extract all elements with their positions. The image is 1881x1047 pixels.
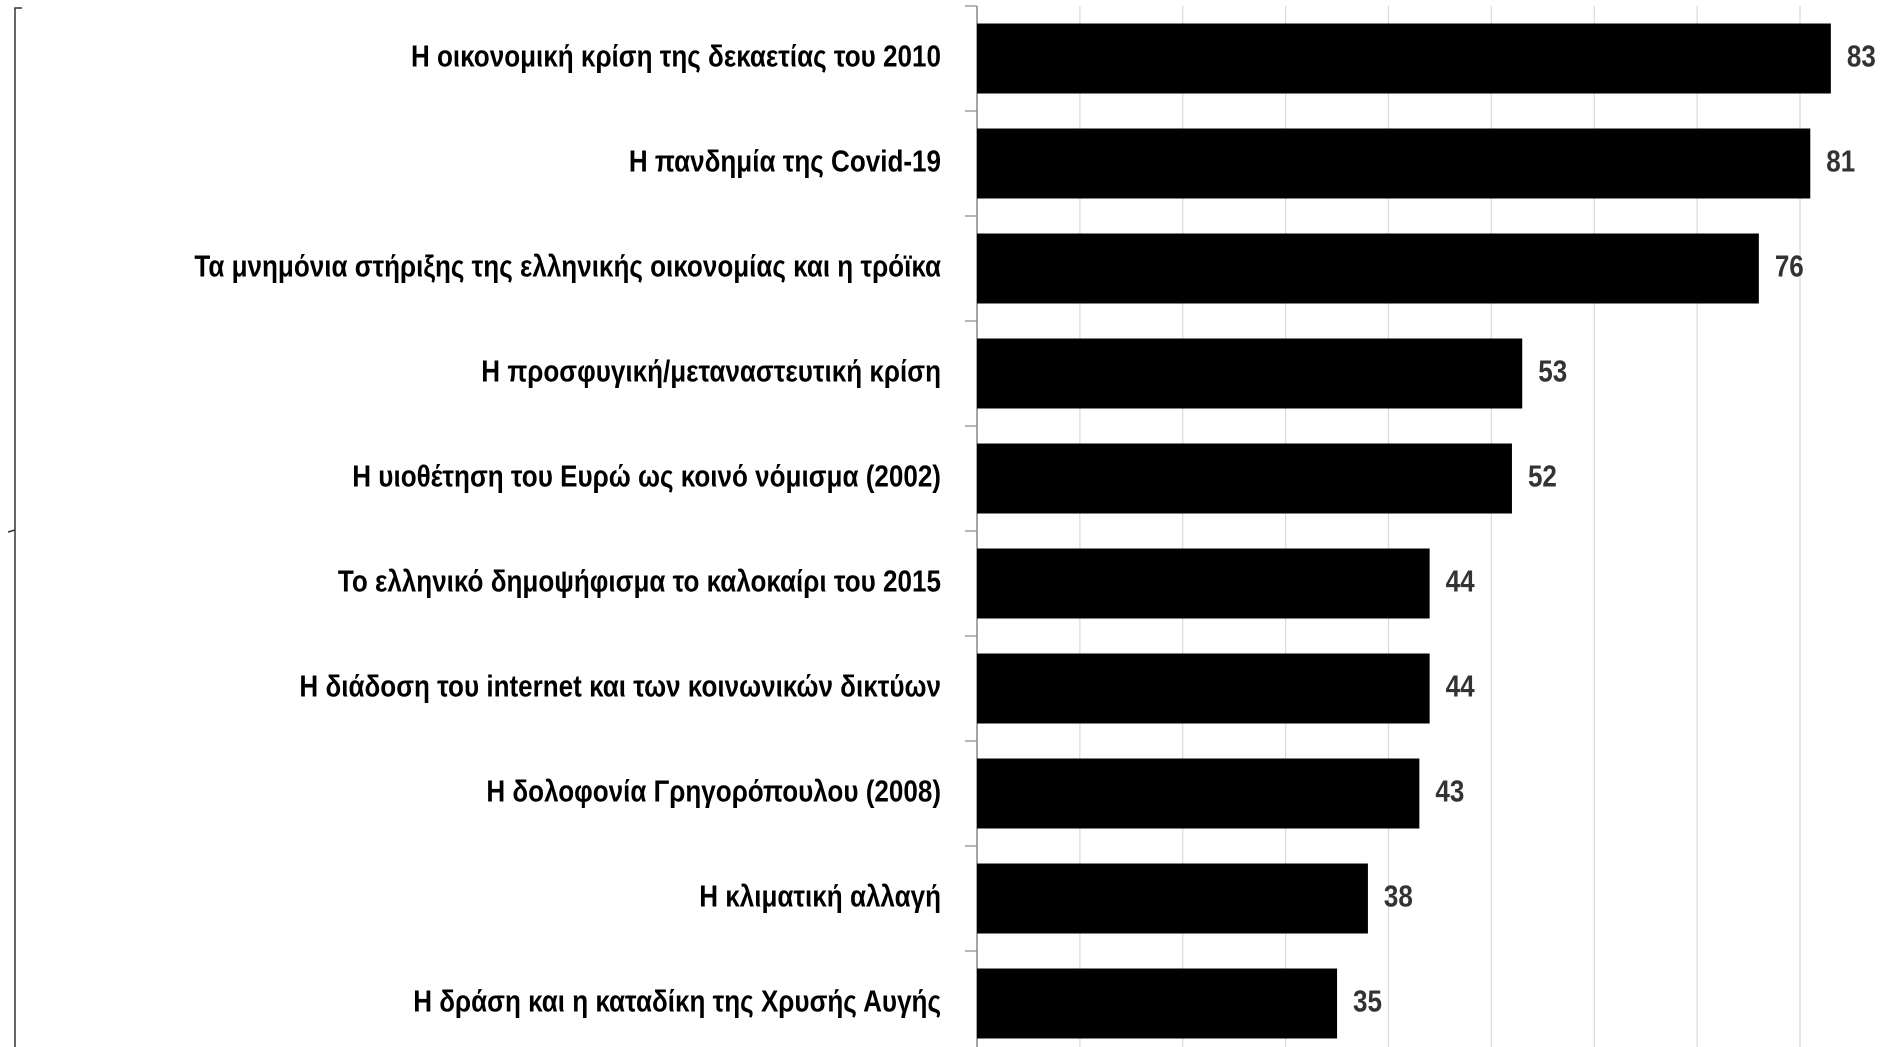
- category-label: Η οικονομική κρίση της δεκαετίας του 201…: [411, 39, 941, 74]
- bar: [977, 233, 1759, 304]
- category-label: Η υιοθέτηση του Ευρώ ως κοινό νόμισμα (2…: [352, 459, 941, 494]
- category-label: Η κλιματική αλλαγή: [699, 879, 941, 914]
- category-label: Τα μνημόνια στήριξης της ελληνικής οικον…: [194, 249, 941, 284]
- value-label: 83: [1847, 39, 1876, 74]
- bar: [977, 653, 1430, 724]
- bar: [977, 863, 1368, 934]
- value-label: 44: [1446, 564, 1476, 599]
- category-label: Η δολοφονία Γρηγορόπουλου (2008): [486, 774, 941, 809]
- category-label: Η πανδημία της Covid-19: [629, 144, 941, 179]
- category-label: Η δράση και η καταδίκη της Χρυσής Αυγής: [413, 984, 941, 1019]
- category-label: Η προσφυγική/μεταναστευτική κρίση: [481, 354, 941, 389]
- value-label: 43: [1435, 774, 1464, 809]
- value-label: 53: [1538, 354, 1567, 389]
- bar: [977, 758, 1420, 829]
- value-label: 35: [1353, 984, 1382, 1019]
- value-label: 76: [1775, 249, 1804, 284]
- bar: [977, 548, 1430, 619]
- value-label: 81: [1826, 144, 1855, 179]
- value-label: 38: [1384, 879, 1413, 914]
- category-label: Το ελληνικό δημοψήφισμα το καλοκαίρι του…: [338, 564, 941, 599]
- bar: [977, 128, 1811, 199]
- bracket: [7, 7, 22, 1047]
- value-label: 52: [1528, 459, 1557, 494]
- value-label: 44: [1446, 669, 1476, 704]
- bar: [977, 968, 1338, 1039]
- category-label: Η διάδοση του internet και των κοινωνικώ…: [299, 669, 941, 704]
- bar: [977, 23, 1831, 94]
- bar: [977, 443, 1512, 514]
- bar: [977, 338, 1523, 409]
